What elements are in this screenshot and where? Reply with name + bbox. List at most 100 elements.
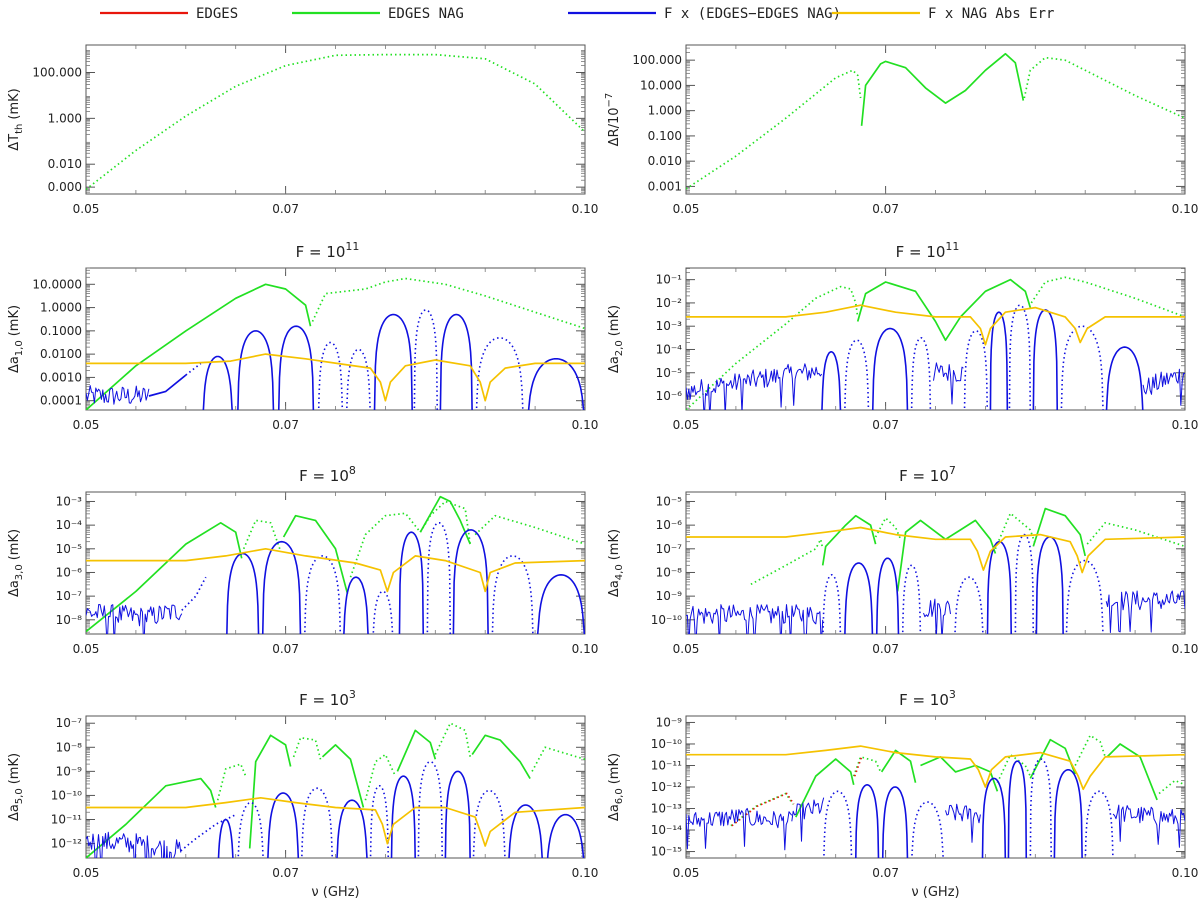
y-tick-label: 1.000 [48, 111, 82, 125]
series-f-x-edges-edges-nag-lobe [475, 336, 524, 410]
y-tick-label: 10⁻⁹ [656, 715, 683, 729]
series-f-x-edges-edges-nag-lobe [1084, 790, 1114, 858]
y-tick-label: 10.000 [640, 78, 682, 92]
x-tick-label: 0.05 [73, 418, 100, 432]
series-f-x-edges-edges-nag-lobe [508, 804, 543, 858]
series-f-x-edges-edges-nag-lobe [390, 775, 416, 858]
y-axis-label: Δa2,0 (mK) [607, 305, 625, 373]
series-edges-nag-line [349, 500, 472, 578]
y-tick-label: 100.000 [632, 53, 682, 67]
series-edges-nag-line [994, 512, 1037, 550]
x-tick-label: 0.05 [73, 866, 100, 880]
y-tick-label: 10⁻⁵ [56, 542, 83, 556]
y-tick-label: 10⁻⁹ [656, 589, 683, 603]
series-f-x-edges-edges-nag-lobe [1053, 768, 1083, 858]
series-f-x-edges-edges-nag-lobe [823, 790, 853, 858]
x-tick-label: 0.10 [1172, 866, 1199, 880]
series-f-x-edges-edges-nag-lobe [317, 341, 344, 410]
y-tick-label: 10⁻⁴ [656, 342, 683, 356]
panel-title: F = 1011 [896, 240, 960, 261]
series-f-x-edges-edges-nag-lobe [417, 760, 444, 858]
series-edges-nag-line [474, 514, 585, 545]
series-layer [686, 734, 1185, 858]
panel-p1: 0.000 0.010 1.000 100.000 0.05 0.07 0.10 ΔTth (m… [7, 44, 598, 216]
series-f-x-edges-edges-nag-lobe [1014, 533, 1035, 634]
y-axis-label: Δa1,0 (mK) [7, 305, 25, 373]
y-axis-label: Δa5,0 (mK) [7, 753, 25, 821]
y-label-main: Δa [7, 804, 22, 821]
series-layer [686, 507, 1185, 634]
series-edges-nag-line [1030, 276, 1185, 318]
y-tick-label: 10⁻³ [56, 494, 83, 508]
y-tick-label: 10⁻⁴ [56, 518, 83, 532]
series-f-x-nag-abs-err-line [686, 526, 1185, 574]
series-edges-nag-line [1158, 779, 1185, 795]
y-label-main: ΔR/10 [607, 107, 622, 146]
series-f-x-edges-edges-nag-lobe [1065, 559, 1104, 634]
panel-title-exponent: 8 [349, 464, 356, 477]
x-tick-label: 0.05 [673, 202, 700, 216]
series-f-x-edges-edges-nag-lobe [871, 327, 909, 410]
panel-title: F = 107 [899, 464, 956, 485]
y-label-main: Δa [607, 580, 622, 597]
series-edges-nag-line [750, 538, 824, 586]
y-tick-label: 1.0000 [40, 301, 82, 315]
x-tick-label: 0.10 [1172, 642, 1199, 656]
panel-title-base: F = 10 [896, 243, 946, 261]
y-tick-label: 10⁻¹³ [651, 802, 682, 816]
series-edges-nag-line [896, 519, 997, 592]
y-tick-label: 10⁻¹⁰ [51, 788, 82, 802]
series-edges-nag-line [686, 285, 859, 410]
series-f-x-edges-edges-nag-lobe [277, 325, 315, 410]
series-f-x-edges-edges-nag-lobe [226, 552, 260, 634]
series-edges-nag-line [856, 278, 1032, 342]
legend-label: F x NAG Abs Err [928, 6, 1054, 22]
x-tick-label: 0.07 [872, 418, 899, 432]
y-tick-label: 10⁻¹⁵ [651, 845, 682, 859]
y-label-subscript: 3,0 [14, 564, 25, 580]
panel-title: F = 103 [299, 688, 356, 709]
legend-label: EDGES [196, 6, 238, 22]
series-edges-nag-line [1074, 734, 1107, 766]
series-edges-nag-line [434, 722, 472, 758]
series-edges-nag-line [686, 69, 862, 190]
y-label-main: ΔT [7, 134, 22, 151]
panel-title: F = 1011 [296, 240, 360, 261]
series-f-x-edges-edges-nag-lobe [546, 813, 585, 858]
panel-title-exponent: 3 [949, 688, 956, 701]
series-f-x-edges-edges-nag-lobe [369, 784, 390, 858]
legend: EDGES EDGES NAG F x (EDGES−EDGES NAG) F x N… [100, 6, 1054, 22]
series-f-x-edges-edges-nag-lobe [1007, 760, 1028, 858]
panel-title-base: F = 10 [299, 691, 349, 709]
y-label-unit: (mK) [607, 305, 622, 336]
x-tick-label: 0.10 [1172, 202, 1199, 216]
series-edges-nag-line [1023, 56, 1185, 119]
y-axis-label: Δa6,0 (mK) [607, 753, 625, 821]
y-axis-label: ΔR/10−7 [604, 93, 622, 147]
y-label-unit: (mK) [607, 753, 622, 784]
series-layer [686, 52, 1185, 190]
series-f-x-edges-edges-nag-lobe [373, 313, 413, 410]
series-edges-nag-line [821, 514, 877, 566]
y-tick-label: 0.100 [648, 129, 682, 143]
series-layer [686, 276, 1185, 410]
x-tick-label: 0.10 [572, 642, 599, 656]
y-label-main: Δa [7, 356, 22, 373]
y-tick-label: 0.000 [48, 180, 82, 194]
series-edges-nag-line [321, 744, 365, 808]
series-edges-nag-line [1106, 743, 1158, 801]
y-tick-label: 0.1000 [40, 324, 82, 338]
y-label-unit: (mK) [7, 305, 22, 336]
series-edges-nag-line [86, 521, 243, 633]
series-f-x-edges-edges-nag-noise [1142, 368, 1185, 406]
series-f-x-edges-edges-nag-lobe [303, 555, 342, 634]
y-tick-label: 0.010 [48, 157, 82, 171]
y-label-subscript: 5,0 [14, 788, 25, 804]
y-label-main: Δa [607, 356, 622, 373]
y-axis-label: Δa3,0 (mK) [7, 529, 25, 597]
plot-frame [685, 267, 1186, 411]
series-f-x-edges-edges-nag-lobe [472, 789, 506, 858]
series-f-x-edges-edges-nag-line [181, 576, 207, 611]
series-f-x-edges-edges-nag-lobe [1060, 325, 1104, 410]
x-tick-label: 0.07 [872, 866, 899, 880]
